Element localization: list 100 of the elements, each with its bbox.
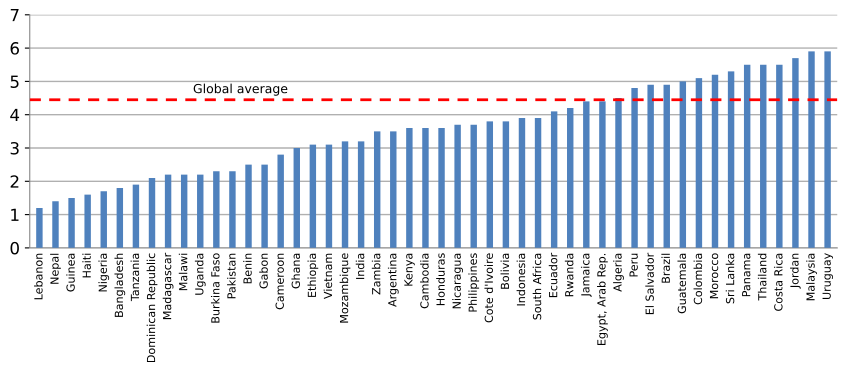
bar — [664, 84, 670, 248]
x-tick-label: Benin — [243, 254, 252, 284]
bar — [744, 64, 750, 248]
x-tick-label: Pakistan — [227, 254, 236, 298]
y-tick-label: 2 — [10, 175, 18, 188]
bar — [615, 98, 622, 248]
x-tick-label: Cote d'Ivoire — [484, 253, 494, 322]
bar — [486, 121, 494, 248]
x-tick-label: Peru — [630, 254, 638, 276]
bar — [680, 81, 686, 248]
x-tick-label: Gabon — [259, 254, 268, 288]
bar — [148, 178, 156, 248]
x-tick-label: Sri Lanka — [726, 254, 734, 304]
x-tick-label: Uganda — [194, 254, 206, 295]
x-tick-label: Bangladesh — [114, 254, 126, 317]
x-tick-label: Uruguay — [822, 253, 833, 300]
bar — [824, 51, 831, 248]
x-tick-label: Costa Rica — [774, 254, 783, 311]
x-tick-label: Dominican Republic — [146, 253, 158, 362]
bar — [116, 188, 124, 248]
bar — [422, 128, 429, 248]
x-tick-label: Egypt, Arab Rep. — [597, 254, 608, 345]
bar — [213, 171, 220, 248]
x-tick-label: Cameroon — [276, 254, 284, 310]
bar — [100, 191, 107, 248]
y-tick-label: 1 — [11, 208, 18, 221]
x-tick-label: Mozambique — [340, 253, 350, 323]
x-tick-label: Jamaica — [580, 254, 592, 298]
bar — [647, 84, 654, 248]
x-tick-label: Brazil — [661, 254, 670, 283]
bar — [760, 64, 766, 248]
bar — [358, 141, 364, 248]
bar — [390, 131, 397, 248]
bar — [534, 118, 542, 248]
x-tick-label: Malawi — [178, 254, 188, 290]
bar — [631, 88, 638, 248]
x-tick-label: Morocco — [710, 253, 718, 298]
x-tick-label: Colombia — [694, 254, 702, 304]
x-tick-label: Ethiopia — [307, 254, 318, 297]
x-tick-label: Madagascar — [162, 252, 174, 320]
x-tick-label: Nigeria — [98, 254, 110, 292]
y-tick-label: 6 — [10, 42, 19, 55]
x-tick-label: Cambodia — [420, 254, 429, 308]
x-tick-label: Ghana — [291, 254, 300, 288]
y-tick-label: 4 — [10, 108, 20, 122]
x-tick-label: Zambia — [372, 254, 380, 294]
bar — [197, 174, 204, 248]
y-tick-label: 0 — [10, 242, 19, 254]
x-tick-label: Honduras — [436, 253, 445, 306]
bar — [792, 58, 799, 248]
x-tick-label: Ecuador — [548, 252, 558, 298]
bar — [310, 144, 316, 248]
bar — [406, 128, 413, 248]
bar — [438, 128, 445, 248]
x-tick-label: Haiti — [82, 254, 91, 278]
bar — [728, 71, 734, 248]
x-tick-label: Vietnam — [324, 254, 332, 299]
x-tick-label: Burkina Faso — [210, 253, 220, 323]
bar — [52, 201, 59, 248]
bar — [68, 198, 75, 248]
bar — [84, 194, 91, 248]
bar — [470, 124, 477, 248]
x-tick-label: Guinea — [66, 254, 75, 292]
y-tick-label: 3 — [10, 142, 19, 155]
bar — [583, 101, 590, 248]
x-tick-label: Argentina — [388, 254, 399, 307]
bar — [36, 208, 43, 248]
bar — [808, 51, 815, 248]
bar — [776, 64, 783, 248]
bar — [696, 78, 702, 248]
x-tick-label: Jordan — [790, 254, 801, 289]
bar — [277, 154, 284, 248]
x-tick-label: Bolivia — [500, 254, 510, 289]
bar — [502, 121, 510, 248]
x-tick-label: Philippines — [468, 253, 480, 312]
bar — [132, 184, 140, 248]
ref-line-label: Global average — [194, 84, 288, 96]
y-tick-label: 5 — [10, 76, 19, 88]
x-tick-label: Lebanon — [34, 254, 43, 300]
x-tick-label: Indonesia — [516, 254, 526, 306]
x-tick-label: Malaysia — [806, 254, 817, 300]
x-tick-label: Rwanda — [564, 254, 574, 296]
bar — [261, 164, 268, 248]
bar — [374, 131, 380, 248]
bar — [599, 101, 606, 248]
bar — [518, 118, 526, 248]
bar — [294, 148, 300, 248]
bar — [164, 174, 172, 248]
x-tick-label: Nicaragua — [452, 254, 464, 308]
x-tick-label: El Salvador — [645, 252, 654, 314]
x-tick-label: South Africa — [532, 254, 542, 320]
bar — [229, 171, 236, 248]
bar — [712, 74, 718, 248]
x-tick-label: India — [356, 254, 364, 279]
bar — [180, 174, 188, 248]
x-tick-label: Panama — [742, 254, 750, 296]
bar — [326, 144, 332, 248]
x-tick-label: Algeria — [613, 254, 624, 292]
x-tick-label: Kenya — [404, 254, 415, 286]
x-tick-label: Nepal — [50, 254, 61, 284]
